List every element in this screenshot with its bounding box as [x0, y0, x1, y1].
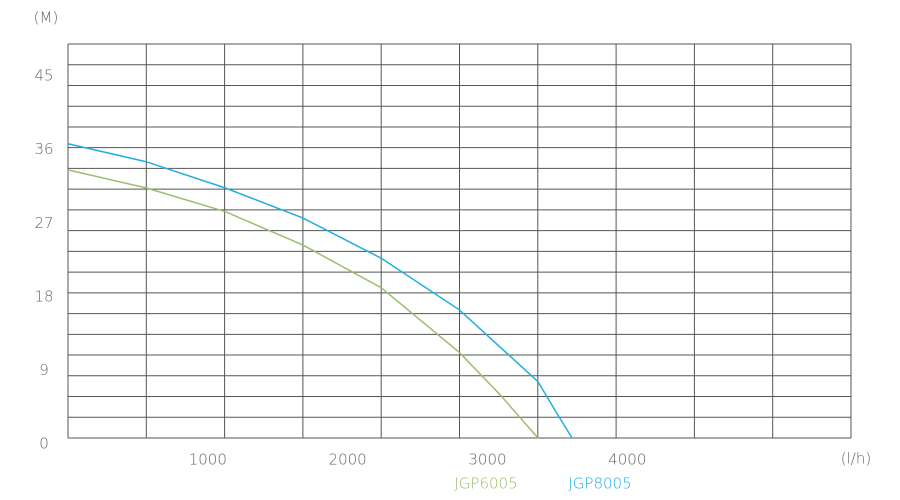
- y-tick-label: 45: [34, 67, 53, 85]
- x-tick-label: 4000: [608, 451, 646, 469]
- series-line: [67, 169, 539, 439]
- y-tick-label: 36: [34, 140, 53, 158]
- legend-label: JGP8005: [568, 475, 631, 493]
- y-tick-label: 9: [39, 361, 49, 379]
- y-unit-label: (M): [34, 9, 59, 27]
- x-tick-label: 2000: [329, 451, 367, 469]
- x-tick-label: 3000: [468, 451, 506, 469]
- y-tick-label: 18: [34, 287, 53, 305]
- series-line: [67, 142, 573, 439]
- y-tick-label: 0: [39, 435, 49, 453]
- legend-label: JGP6005: [454, 475, 517, 493]
- x-tick-label: 1000: [189, 451, 227, 469]
- y-tick-label: 27: [34, 214, 53, 232]
- x-unit-label: (l/h): [841, 450, 871, 468]
